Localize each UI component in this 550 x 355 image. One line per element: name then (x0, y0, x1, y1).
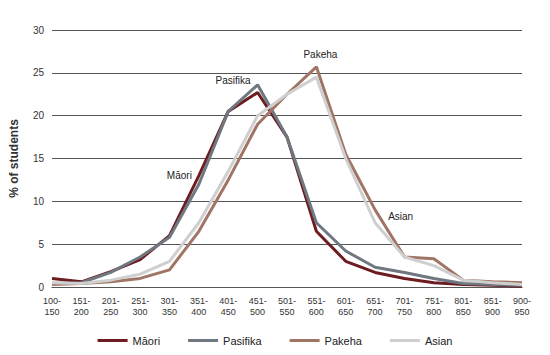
svg-text:Pasifika: Pasifika (223, 335, 262, 347)
svg-text:300: 300 (133, 307, 148, 317)
svg-text:451-: 451- (249, 296, 267, 306)
svg-text:700: 700 (368, 307, 383, 317)
svg-text:Māori: Māori (133, 335, 161, 347)
svg-text:651-: 651- (366, 296, 384, 306)
svg-text:5: 5 (38, 239, 44, 250)
svg-text:20: 20 (33, 110, 45, 121)
svg-text:151-: 151- (72, 296, 90, 306)
svg-text:500: 500 (250, 307, 265, 317)
svg-text:851-: 851- (484, 296, 502, 306)
svg-text:Asian: Asian (388, 211, 413, 222)
svg-text:350: 350 (162, 307, 177, 317)
svg-text:Pakeha: Pakeha (303, 49, 337, 60)
svg-text:30: 30 (33, 25, 45, 36)
svg-text:% of students: % of students (7, 119, 21, 198)
svg-text:Pakeha: Pakeha (325, 335, 363, 347)
svg-text:551-: 551- (307, 296, 325, 306)
svg-text:351-: 351- (190, 296, 208, 306)
svg-text:450: 450 (221, 307, 236, 317)
svg-text:800: 800 (426, 307, 441, 317)
svg-text:100-: 100- (43, 296, 61, 306)
svg-text:850: 850 (456, 307, 471, 317)
svg-text:550: 550 (279, 307, 294, 317)
svg-text:201-: 201- (102, 296, 120, 306)
svg-text:751-: 751- (425, 296, 443, 306)
svg-text:25: 25 (33, 67, 45, 78)
svg-text:900-: 900- (513, 296, 531, 306)
svg-text:501-: 501- (278, 296, 296, 306)
svg-text:10: 10 (33, 196, 45, 207)
svg-text:Asian: Asian (425, 335, 453, 347)
svg-text:701-: 701- (395, 296, 413, 306)
svg-text:401-: 401- (219, 296, 237, 306)
svg-text:950: 950 (514, 307, 529, 317)
svg-text:600: 600 (309, 307, 324, 317)
svg-text:Pasifika: Pasifika (216, 75, 251, 86)
svg-text:301-: 301- (160, 296, 178, 306)
svg-text:15: 15 (33, 153, 45, 164)
svg-text:400: 400 (191, 307, 206, 317)
svg-text:650: 650 (338, 307, 353, 317)
svg-text:0: 0 (38, 282, 44, 293)
svg-text:801-: 801- (454, 296, 472, 306)
svg-text:200: 200 (74, 307, 89, 317)
svg-text:601-: 601- (337, 296, 355, 306)
svg-text:150: 150 (44, 307, 59, 317)
svg-text:250: 250 (103, 307, 118, 317)
svg-text:900: 900 (485, 307, 500, 317)
svg-text:Māori: Māori (167, 170, 192, 181)
svg-text:251-: 251- (131, 296, 149, 306)
svg-text:750: 750 (397, 307, 412, 317)
